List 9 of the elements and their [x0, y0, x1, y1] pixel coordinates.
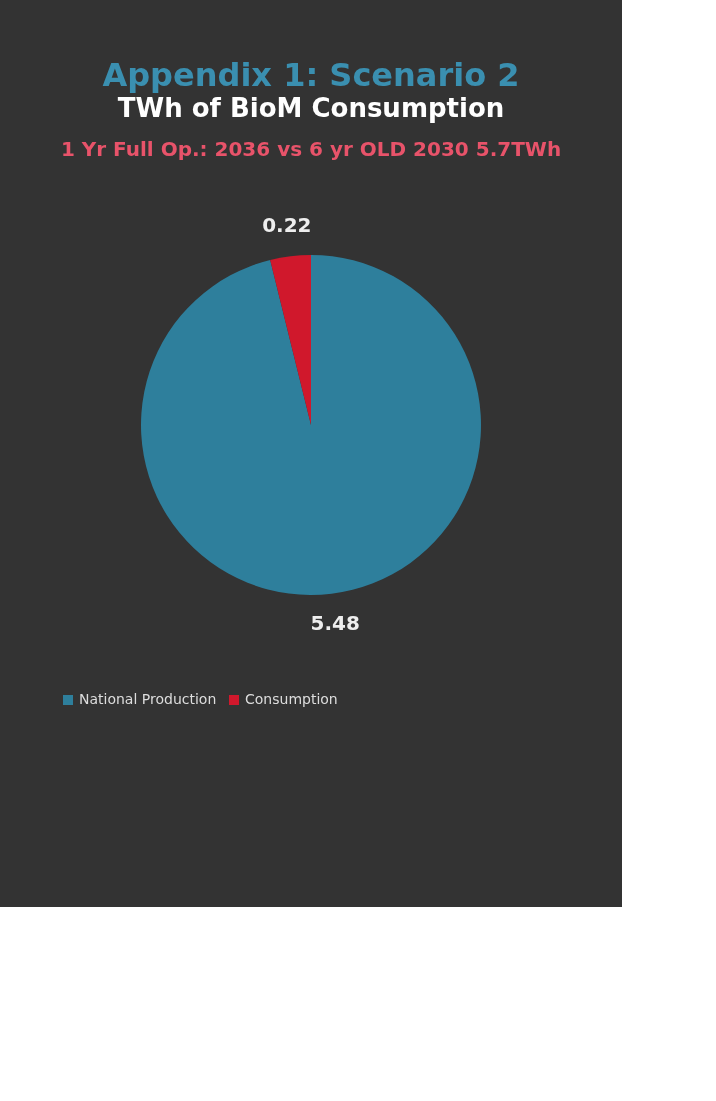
- chart-subtitle: TWh of BioM Consumption: [117, 93, 505, 123]
- pie-slice: [270, 255, 311, 425]
- legend-label: Consumption: [245, 691, 338, 707]
- data-label: 0.22: [262, 213, 312, 238]
- chart-title: Appendix 1: Scenario 2: [102, 56, 520, 94]
- data-label: 5.48: [310, 610, 360, 635]
- text: 1 Yr Full Op.: 2036 vs 6 yr OLD 2030 5.7TWh: [60, 137, 562, 161]
- legend-label: National Production: [79, 691, 217, 707]
- pie-slice: [141, 255, 481, 595]
